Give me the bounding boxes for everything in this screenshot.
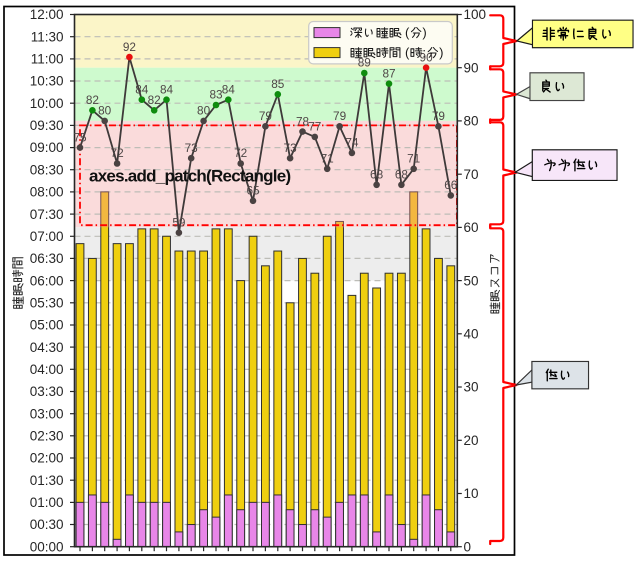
svg-text:90: 90 bbox=[464, 60, 479, 75]
svg-text:79: 79 bbox=[259, 109, 272, 123]
svg-text:87: 87 bbox=[382, 66, 395, 80]
svg-text:65: 65 bbox=[246, 184, 260, 198]
svg-text:85: 85 bbox=[271, 77, 285, 91]
svg-text:79: 79 bbox=[432, 109, 445, 123]
svg-text:02:00: 02:00 bbox=[30, 451, 64, 466]
svg-text:89: 89 bbox=[358, 56, 371, 70]
svg-text:80: 80 bbox=[464, 114, 479, 129]
svg-text:73: 73 bbox=[284, 141, 298, 155]
svg-text:72: 72 bbox=[111, 146, 124, 160]
svg-text:66: 66 bbox=[444, 178, 458, 192]
svg-text:72: 72 bbox=[234, 146, 247, 160]
svg-text:60: 60 bbox=[464, 220, 479, 235]
svg-text:84: 84 bbox=[222, 82, 236, 96]
svg-text:08:30: 08:30 bbox=[30, 162, 64, 177]
svg-text:07:30: 07:30 bbox=[30, 207, 64, 222]
svg-text:82: 82 bbox=[148, 93, 161, 107]
svg-text:20: 20 bbox=[464, 433, 479, 448]
svg-text:): ) bbox=[422, 25, 426, 40]
svg-text:73: 73 bbox=[185, 141, 199, 155]
svg-text:59: 59 bbox=[172, 215, 185, 229]
svg-text:74: 74 bbox=[345, 136, 359, 150]
svg-text:84: 84 bbox=[135, 82, 149, 96]
svg-text:71: 71 bbox=[321, 152, 334, 166]
svg-text:0: 0 bbox=[464, 539, 472, 554]
svg-text:68: 68 bbox=[395, 168, 409, 182]
svg-text:92: 92 bbox=[123, 40, 136, 54]
svg-text:90: 90 bbox=[420, 50, 434, 64]
svg-text:71: 71 bbox=[407, 152, 420, 166]
svg-text:00:00: 00:00 bbox=[30, 539, 64, 554]
svg-text:10: 10 bbox=[464, 486, 479, 501]
svg-text:09:30: 09:30 bbox=[30, 118, 64, 133]
svg-text:78: 78 bbox=[296, 114, 310, 128]
svg-text:12:00: 12:00 bbox=[30, 7, 64, 22]
svg-text:10:30: 10:30 bbox=[30, 74, 64, 89]
svg-text:03:30: 03:30 bbox=[30, 384, 64, 399]
svg-text:77: 77 bbox=[308, 120, 321, 134]
svg-text:04:30: 04:30 bbox=[30, 340, 64, 355]
svg-text:00:30: 00:30 bbox=[30, 517, 64, 532]
svg-text:75: 75 bbox=[73, 130, 87, 144]
svg-text:02:30: 02:30 bbox=[30, 429, 64, 444]
svg-text:(: ( bbox=[405, 45, 410, 60]
svg-text:01:30: 01:30 bbox=[30, 473, 64, 488]
svg-text:70: 70 bbox=[464, 167, 479, 182]
svg-text:84: 84 bbox=[160, 82, 174, 96]
svg-text:11:00: 11:00 bbox=[31, 52, 64, 67]
svg-text:79: 79 bbox=[333, 109, 346, 123]
svg-text:(: ( bbox=[405, 25, 410, 40]
svg-text:06:00: 06:00 bbox=[30, 273, 64, 288]
svg-text:82: 82 bbox=[86, 93, 99, 107]
svg-text:05:00: 05:00 bbox=[30, 318, 64, 333]
svg-text:80: 80 bbox=[98, 104, 112, 118]
svg-text:09:00: 09:00 bbox=[30, 140, 64, 155]
svg-text:04:00: 04:00 bbox=[30, 362, 64, 377]
svg-text:axes.add_patch(Rectangle): axes.add_patch(Rectangle) bbox=[89, 167, 290, 186]
svg-text:06:30: 06:30 bbox=[30, 251, 64, 266]
svg-text:03:00: 03:00 bbox=[30, 406, 64, 421]
svg-text:11:30: 11:30 bbox=[31, 29, 64, 44]
svg-text:30: 30 bbox=[464, 380, 479, 395]
svg-text:01:00: 01:00 bbox=[30, 495, 64, 510]
svg-text:10:00: 10:00 bbox=[30, 96, 64, 111]
svg-text:100: 100 bbox=[464, 7, 487, 22]
svg-text:40: 40 bbox=[464, 327, 479, 342]
svg-text:): ) bbox=[439, 45, 443, 60]
svg-text:80: 80 bbox=[197, 104, 211, 118]
svg-text:07:00: 07:00 bbox=[30, 229, 64, 244]
svg-text:68: 68 bbox=[370, 168, 384, 182]
svg-text:05:30: 05:30 bbox=[30, 296, 64, 311]
svg-text:50: 50 bbox=[464, 273, 479, 288]
svg-text:83: 83 bbox=[209, 88, 223, 102]
svg-text::: : bbox=[422, 45, 426, 60]
svg-text:08:00: 08:00 bbox=[30, 185, 64, 200]
